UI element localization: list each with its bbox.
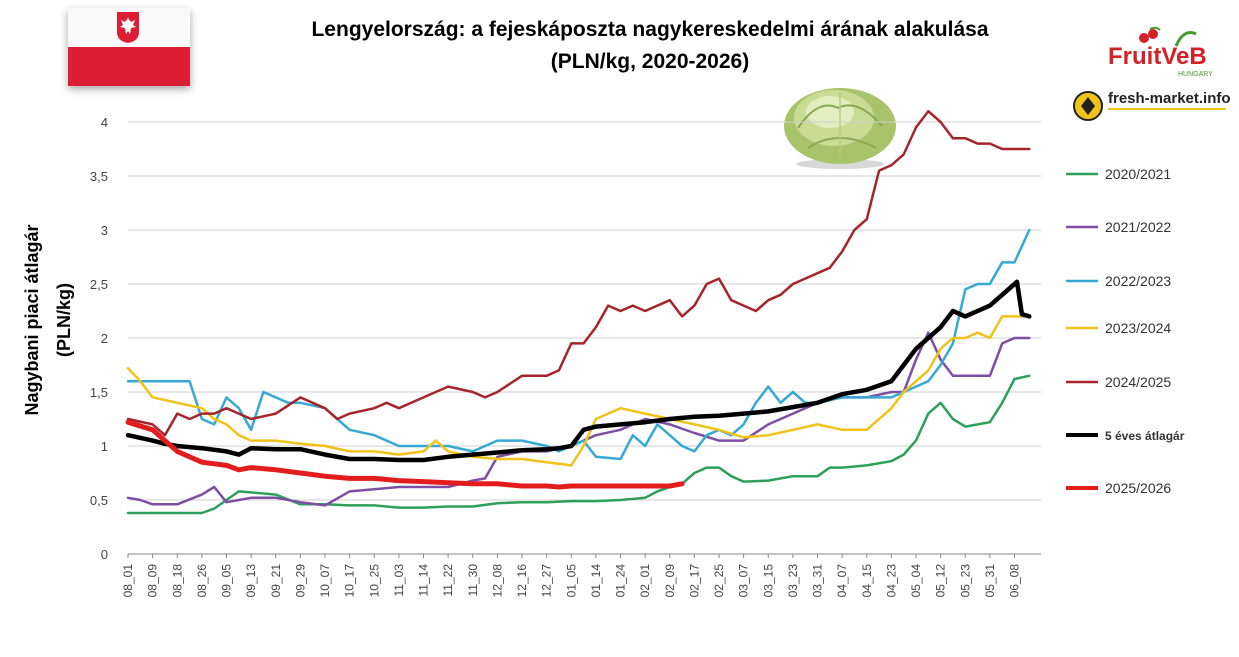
x-tick-label: 10_17 [343, 564, 357, 598]
x-tick-label: 02_17 [687, 564, 701, 598]
x-tick-label: 05_23 [958, 564, 972, 598]
series-line-5-ves-tlag-r [125, 279, 1032, 463]
legend-label: 2021/2022 [1105, 219, 1171, 235]
x-tick-label: 10_07 [318, 564, 332, 598]
x-tick-label: 02_25 [712, 564, 726, 598]
x-tick-label: 08_26 [195, 564, 209, 598]
x-tick-label: 09_29 [293, 564, 307, 598]
y-tick-label: 1,5 [90, 385, 108, 400]
fruitveb-logo-subtext: HUNGARY [1178, 71, 1213, 78]
x-tick-label: 09_21 [269, 564, 283, 598]
y-tick-label: 0 [101, 547, 108, 562]
legend-label: 5 éves átlagár [1105, 429, 1185, 443]
series-lines [125, 109, 1032, 515]
x-tick-label: 12_08 [490, 564, 504, 598]
series-line-2020-2021 [126, 374, 1031, 515]
y-tick-label: 2 [101, 331, 108, 346]
y-tick-label: 4 [101, 115, 108, 130]
eagle-emblem-icon [117, 12, 139, 43]
x-tick-label: 06_08 [1008, 564, 1022, 598]
y-tick-label: 1 [101, 439, 108, 454]
chart-title: Lengyelország: a fejeskáposzta nagykeres… [190, 14, 1110, 78]
x-tick-label: 12_16 [515, 564, 529, 598]
y-axis-tick-labels: 0 0,5 1 1,5 2 2,5 3 3,5 4 [90, 115, 108, 562]
x-tick-label: 04_07 [835, 564, 849, 598]
x-tick-label: 08_01 [121, 564, 135, 598]
x-tick-label: 05_31 [983, 564, 997, 598]
x-tick-label: 03_31 [811, 564, 825, 598]
fruitveb-logo-text: FruitVeB [1108, 43, 1207, 70]
y-tick-label: 3 [101, 223, 108, 238]
chart-legend: 2020/2021 2021/2022 2022/2023 2023/2024 2024… [1066, 166, 1185, 496]
x-tick-label: 03_23 [786, 564, 800, 598]
x-tick-label: 01_05 [564, 564, 578, 598]
x-tick-label: 09_13 [244, 564, 258, 598]
x-tick-label: 02_09 [663, 564, 677, 598]
x-tick-label: 02_01 [638, 564, 652, 598]
x-axis-tick-labels: 08_01 08_09 08_18 08_26 09_05 09_13 09_21 09_29… [121, 554, 1022, 597]
x-tick-label: 03_15 [761, 564, 775, 598]
legend-label: 2024/2025 [1105, 374, 1171, 390]
x-tick-label: 04_23 [884, 564, 898, 598]
chart-gridlines [128, 121, 1041, 555]
x-tick-label: 11_03 [392, 564, 406, 597]
y-tick-label: 3,5 [90, 169, 108, 184]
x-tick-label: 09_05 [220, 564, 234, 598]
y-tick-label: 2,5 [90, 277, 108, 292]
x-tick-label: 01_24 [614, 564, 628, 598]
chart-title-line1: Lengyelország: a fejeskáposzta nagykeres… [311, 18, 989, 41]
x-tick-label: 01_14 [589, 564, 603, 598]
y-axis-label-line2: (PLN/kg) [54, 283, 74, 357]
fresh-market-logo: fresh-market.info [1073, 90, 1231, 121]
legend-label: 2025/2026 [1105, 480, 1171, 496]
x-tick-label: 05_12 [934, 564, 948, 598]
poland-flag [68, 8, 190, 86]
cabbage-illustration [784, 88, 896, 169]
x-tick-label: 08_18 [170, 564, 184, 598]
fruitveb-logo: FruitVeB HUNGARY [1108, 26, 1213, 78]
legend-label: 2020/2021 [1105, 166, 1171, 182]
y-tick-label: 0,5 [90, 493, 108, 508]
x-tick-label: 08_09 [146, 564, 160, 598]
x-tick-label: 05_04 [909, 564, 923, 598]
x-tick-label: 11_30 [466, 564, 480, 597]
y-axis-label-line1: Nagybani piaci átlagár [22, 224, 42, 415]
x-tick-label: 11_14 [417, 564, 431, 597]
series-line-2023-2024 [126, 315, 1031, 467]
series-line-2025-2026 [125, 419, 685, 490]
series-line-2024-2025 [126, 109, 1031, 437]
x-tick-label: 03_07 [737, 564, 751, 598]
x-tick-label: 12_27 [540, 564, 554, 598]
x-tick-label: 04_15 [860, 564, 874, 598]
x-tick-label: 10_25 [367, 564, 381, 598]
legend-label: 2022/2023 [1105, 273, 1171, 289]
y-axis-label: Nagybani piaci átlagár (PLN/kg) [22, 224, 74, 415]
series-line-2021-2022 [126, 331, 1031, 507]
fresh-market-logo-text: fresh-market.info [1108, 90, 1231, 107]
x-tick-label: 11_22 [441, 564, 455, 597]
legend-label: 2023/2024 [1105, 320, 1171, 336]
chart-title-line2: (PLN/kg, 2020-2026) [550, 50, 750, 73]
